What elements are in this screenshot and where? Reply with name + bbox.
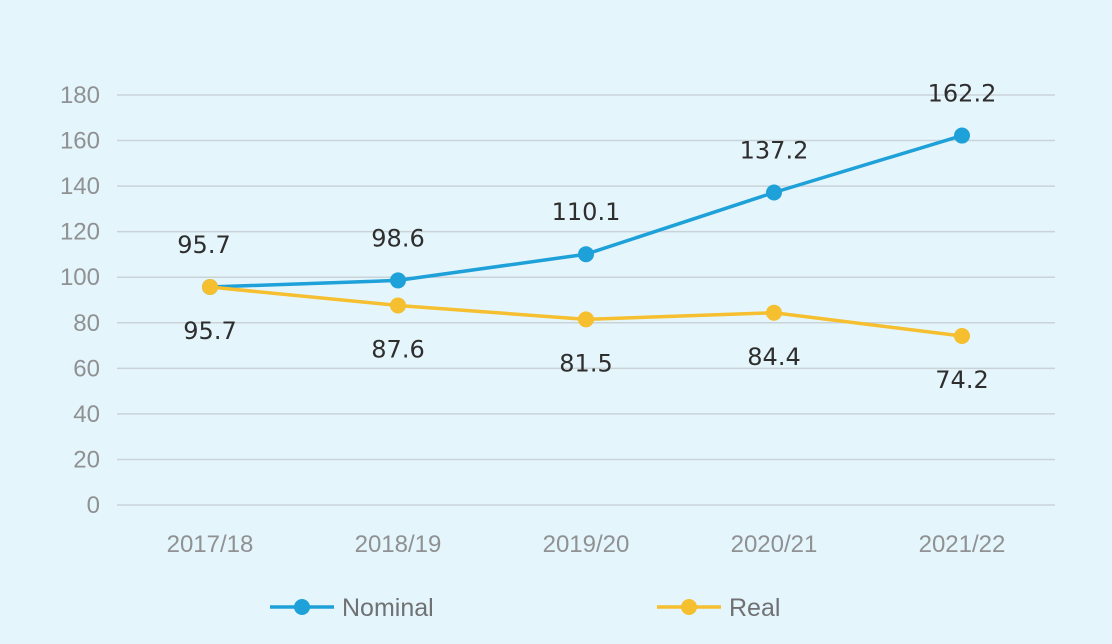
y-tick-label: 180 xyxy=(60,82,100,109)
data-point-real xyxy=(390,297,406,314)
data-label-nominal: 137.2 xyxy=(740,136,809,164)
legend-marker-real xyxy=(681,599,697,615)
legend-label-nominal: Nominal xyxy=(342,594,434,622)
legend: Nominal Real xyxy=(270,594,780,622)
data-label-nominal: 95.7 xyxy=(177,231,230,259)
data-point-nominal xyxy=(766,184,782,201)
data-point-real xyxy=(202,279,218,296)
x-tick-label: 2019/20 xyxy=(543,531,630,558)
data-point-real xyxy=(766,304,782,321)
x-tick-label: 2020/21 xyxy=(731,531,818,558)
data-label-real: 95.7 xyxy=(183,317,236,345)
y-tick-label: 0 xyxy=(87,492,100,519)
series-lines xyxy=(202,127,970,344)
y-tick-label: 20 xyxy=(73,446,100,473)
x-tick-label: 2018/19 xyxy=(355,531,442,558)
data-label-nominal: 162.2 xyxy=(928,80,997,108)
data-point-real xyxy=(954,327,970,344)
data-label-real: 74.2 xyxy=(935,366,988,394)
data-label-real: 84.4 xyxy=(747,343,800,371)
data-point-nominal xyxy=(578,246,594,263)
y-tick-label: 140 xyxy=(60,173,100,200)
data-label-real: 87.6 xyxy=(371,335,424,363)
legend-marker-nominal xyxy=(294,599,310,615)
y-tick-label: 40 xyxy=(73,401,100,428)
data-point-nominal xyxy=(390,272,406,289)
data-label-real: 81.5 xyxy=(559,349,612,377)
y-tick-label: 60 xyxy=(73,355,100,382)
data-point-nominal xyxy=(954,127,970,144)
y-tick-label: 120 xyxy=(60,219,100,246)
data-labels: 95.7 98.6 110.1 137.2 162.2 95.7 87.6 81.5 84.4 7… xyxy=(177,80,996,394)
x-tick-label: 2021/22 xyxy=(919,531,1006,558)
y-tick-label: 80 xyxy=(73,310,100,337)
y-tick-label: 100 xyxy=(60,264,100,291)
data-label-nominal: 110.1 xyxy=(552,198,621,226)
y-axis-ticks: 0 20 40 60 80 100 120 140 160 180 xyxy=(60,82,100,519)
data-point-real xyxy=(578,311,594,328)
y-tick-label: 160 xyxy=(60,128,100,155)
gridlines xyxy=(117,94,1055,506)
data-label-nominal: 98.6 xyxy=(371,224,424,252)
x-axis-ticks: 2017/18 2018/19 2019/20 2020/21 2021/22 xyxy=(167,531,1006,558)
x-tick-label: 2017/18 xyxy=(167,531,254,558)
legend-label-real: Real xyxy=(729,594,780,622)
